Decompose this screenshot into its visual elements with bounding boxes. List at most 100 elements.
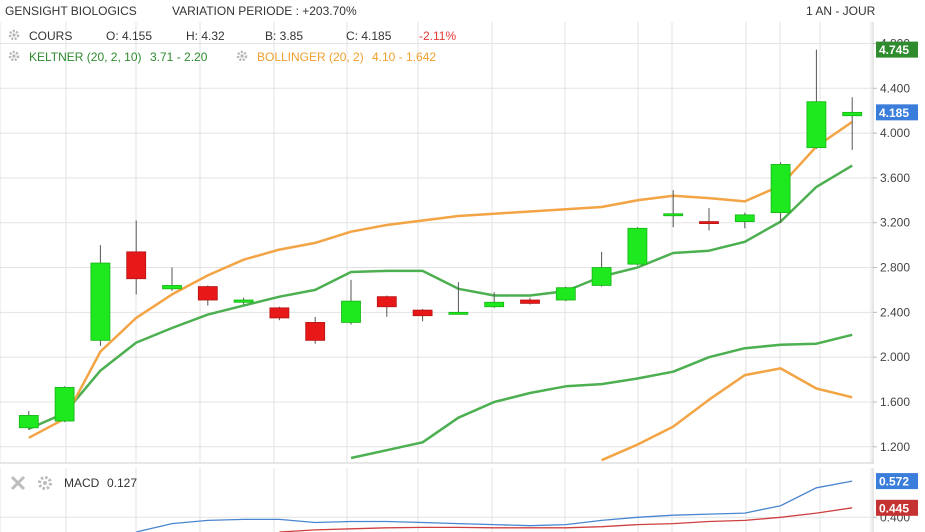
candle xyxy=(305,316,326,344)
candle-body xyxy=(233,299,254,303)
candle xyxy=(412,308,433,322)
macd-lines xyxy=(136,480,853,532)
macd-tags: 0.572 0.445 xyxy=(876,473,918,516)
price-grid xyxy=(0,22,873,463)
candle-body xyxy=(770,164,791,214)
price-tag: 4.185 xyxy=(876,104,918,121)
candle-body xyxy=(842,111,863,117)
candle xyxy=(699,208,719,231)
chart-header: GENSIGHT BIOLOGICS VARIATION PERIODE : +… xyxy=(0,0,925,22)
macd-label: MACD xyxy=(64,476,100,490)
candle-body xyxy=(520,299,540,304)
candle-body xyxy=(162,285,182,290)
candle-body xyxy=(54,387,75,422)
macd-line xyxy=(136,480,853,532)
candle xyxy=(90,245,111,346)
bollinger-label: BOLLINGER (20, 2) xyxy=(257,50,364,64)
low-value: B: 3.85 xyxy=(265,29,303,43)
candle xyxy=(520,297,540,305)
ohlc-legend: COURS O: 4.155 H: 4.32 B: 3.85 C: 4.185 … xyxy=(8,29,456,43)
candle xyxy=(376,295,397,317)
candle xyxy=(663,190,684,228)
price-tag: 0.572 xyxy=(876,473,918,490)
price-panel: 4.8004.4004.0003.6003.2002.8002.4002.000… xyxy=(0,22,925,464)
keltner-values: 3.71 - 2.20 xyxy=(150,50,208,64)
instrument-name: GENSIGHT BIOLOGICS xyxy=(5,4,137,18)
signal-line xyxy=(279,507,853,532)
candle xyxy=(233,297,254,305)
candle-body xyxy=(699,221,719,224)
cours-settings-icon[interactable] xyxy=(8,29,20,41)
bollinger-legend: BOLLINGER (20, 2) 4.10 - 1.642 xyxy=(236,50,436,64)
price-tag-label: 0.445 xyxy=(879,501,909,515)
price-tag-label: 4.745 xyxy=(879,43,909,57)
price-tag-bg xyxy=(876,41,918,58)
bollinger-upper-line xyxy=(28,120,853,439)
candle xyxy=(54,386,75,423)
candle xyxy=(842,97,863,150)
candle-body xyxy=(734,214,755,222)
y-tick-label: 4.400 xyxy=(880,81,910,95)
keltner-lower-line xyxy=(350,333,853,460)
candle-body xyxy=(197,286,218,301)
candle-body xyxy=(341,300,361,323)
bollinger-lower-line xyxy=(601,367,853,462)
candle-body xyxy=(448,311,469,315)
candle xyxy=(197,285,218,306)
price-tag-bg xyxy=(876,473,918,490)
price-tag-bg xyxy=(876,104,918,121)
candle-body xyxy=(18,415,39,429)
candle xyxy=(126,220,147,295)
candle-body xyxy=(126,251,147,280)
candle xyxy=(627,227,648,266)
candle-body xyxy=(627,227,648,265)
candle-body xyxy=(663,213,684,217)
cours-label: COURS xyxy=(29,29,72,43)
y-tick-label: 3.200 xyxy=(880,216,910,230)
y-tick-label: 3.600 xyxy=(880,171,910,185)
candle xyxy=(734,212,755,229)
period-selector[interactable]: 1 AN - JOUR xyxy=(806,4,876,18)
candle xyxy=(341,279,361,325)
price-chart: 4.8004.4004.0003.6003.2002.8002.4002.000… xyxy=(0,22,918,464)
candle-body xyxy=(376,296,397,308)
candle xyxy=(269,306,290,321)
y-tick-label: 2.400 xyxy=(880,305,910,319)
price-tag: 4.745 xyxy=(876,41,918,58)
candlesticks xyxy=(18,49,863,430)
y-tick-label: 4.000 xyxy=(880,126,910,140)
candle-body xyxy=(806,101,827,149)
keltner-label: KELTNER (20, 2, 10) xyxy=(29,50,142,64)
candle-body xyxy=(305,322,326,341)
candle xyxy=(448,282,469,315)
candle-body xyxy=(90,262,111,341)
candle-body xyxy=(591,267,612,286)
y-tick-label: 1.200 xyxy=(880,440,910,454)
candle xyxy=(555,286,576,302)
y-tick-label: 2.000 xyxy=(880,350,910,364)
macd-panel: 0.400 0.572 0.445 MACD 0.127 xyxy=(0,468,925,532)
price-tag-label: 4.185 xyxy=(879,106,909,120)
close-icon[interactable] xyxy=(10,475,26,491)
bollinger-values: 4.10 - 1.642 xyxy=(372,50,436,64)
keltner-settings-icon[interactable] xyxy=(8,50,20,62)
close-value: C: 4.185 xyxy=(346,29,392,43)
candle-body xyxy=(484,301,505,308)
change-value: -2.11% xyxy=(419,29,456,43)
y-tick-label: 2.800 xyxy=(880,261,910,275)
candle-body xyxy=(555,287,576,301)
macd-settings-icon[interactable] xyxy=(38,476,52,490)
price-tag-label: 0.572 xyxy=(879,475,909,489)
candle xyxy=(770,162,791,223)
candle-body xyxy=(269,307,290,319)
high-value: H: 4.32 xyxy=(186,29,225,43)
candle xyxy=(591,251,612,287)
keltner-upper-line xyxy=(28,164,853,431)
candle xyxy=(484,292,505,308)
price-tags: 4.745 4.185 xyxy=(876,41,918,121)
indicator-lines xyxy=(28,120,853,462)
bollinger-settings-icon[interactable] xyxy=(236,50,248,62)
price-axis: 4.8004.4004.0003.6003.2002.8002.4002.000… xyxy=(873,36,910,454)
open-value: O: 4.155 xyxy=(106,29,152,43)
